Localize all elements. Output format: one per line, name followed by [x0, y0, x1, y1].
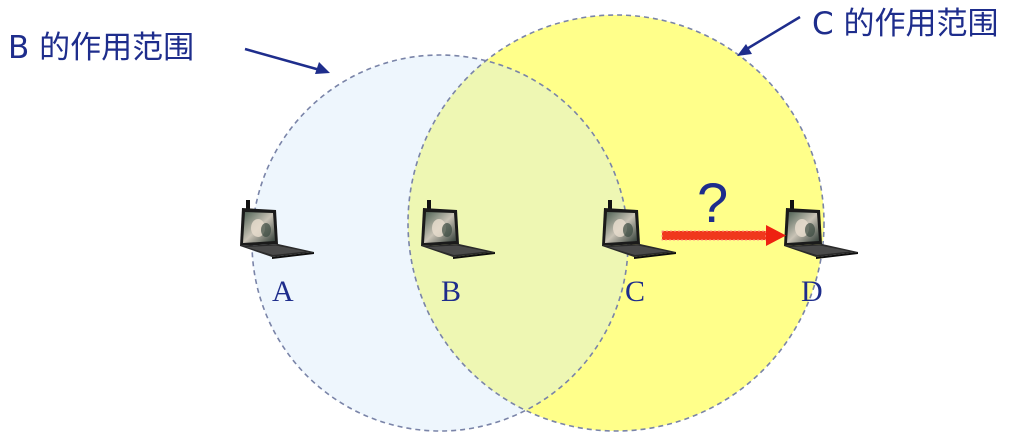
node-label-c: C — [625, 275, 645, 308]
transmission-arrow — [661, 225, 786, 246]
b-range-pointer — [244, 47, 330, 74]
node-label-d: D — [801, 275, 823, 308]
c-range-label: C 的作用范围 — [812, 6, 999, 42]
node-label-a: A — [272, 275, 294, 308]
c-range-pointer — [737, 15, 801, 56]
node-label-b: B — [441, 275, 461, 308]
question-mark: ? — [697, 171, 728, 234]
b-range-label: B 的作用范围 — [8, 30, 194, 66]
c-range-outline — [407, 14, 825, 432]
